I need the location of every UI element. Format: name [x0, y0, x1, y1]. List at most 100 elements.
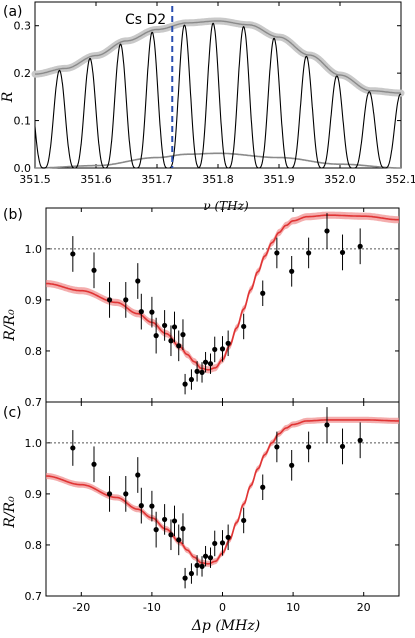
panel-a: (a) R ν (THz) Cs D2 351.5 351.6 351.7 351.8…	[0, 1, 415, 213]
data-point	[153, 333, 159, 339]
y-tick-label: 0.7	[25, 590, 43, 603]
data-point	[324, 228, 330, 234]
data-point	[260, 484, 266, 490]
data-point	[274, 444, 280, 450]
data-point	[106, 491, 113, 497]
y-tick-label: 0.2	[14, 67, 32, 80]
data-point	[219, 540, 226, 546]
x-tick-label: 20	[357, 601, 371, 614]
plot-frame	[45, 207, 400, 403]
data-point	[212, 540, 218, 547]
panel-b-ylabel: R/R₀	[2, 309, 18, 342]
data-point	[176, 343, 182, 349]
data-point	[188, 376, 195, 383]
data-point	[138, 309, 144, 315]
data-point	[91, 267, 97, 273]
y-tick-label: 0.7	[25, 396, 43, 409]
data-point	[202, 359, 209, 365]
data-point	[138, 503, 144, 509]
data-point	[289, 462, 295, 468]
data-point	[176, 537, 182, 543]
data-point	[199, 563, 205, 569]
data-point	[70, 251, 76, 257]
upper-envelope-line	[35, 20, 401, 94]
data-point	[207, 555, 214, 561]
data-point	[149, 309, 155, 315]
data-point	[180, 526, 186, 532]
data-point	[135, 278, 141, 284]
data-point	[199, 369, 205, 375]
x-tick-label: 351.6	[80, 173, 112, 186]
data-point	[212, 346, 218, 353]
data-point	[339, 249, 346, 256]
data-point	[153, 527, 159, 533]
data-point	[171, 518, 178, 524]
data-point	[339, 443, 346, 450]
data-point	[219, 346, 226, 352]
plot-frame	[45, 401, 400, 597]
data-point	[357, 243, 363, 249]
data-point	[194, 562, 200, 568]
data-point	[149, 503, 155, 509]
data-point	[162, 516, 168, 523]
data-point	[135, 472, 141, 478]
data-point	[289, 268, 295, 274]
data-point	[274, 250, 280, 256]
x-tick-label: -10	[143, 601, 161, 614]
data-point	[123, 491, 129, 497]
panel-c: (c) R/R₀ Δp (MHz) -20 -10 0 10 20 0.7 0.8 0.9 1.…	[2, 401, 400, 634]
x-tick-label: 352.1	[385, 173, 415, 186]
data-point	[123, 297, 129, 303]
data-point	[225, 534, 231, 540]
lower-envelope-line	[35, 152, 401, 169]
data-point	[324, 422, 330, 428]
data-point	[306, 444, 312, 450]
y-tick-label: 0.9	[25, 294, 43, 307]
x-tick-label: 352.0	[324, 173, 356, 186]
y-tick-label: 0.8	[25, 539, 43, 552]
data-point	[91, 461, 97, 467]
data-point	[180, 332, 186, 338]
panel-c-ylabel: R/R₀	[2, 496, 18, 529]
data-point	[168, 338, 174, 344]
y-tick-label: 0.9	[25, 488, 43, 501]
data-point	[162, 322, 168, 329]
data-point	[194, 368, 200, 374]
data-point	[188, 570, 195, 577]
x-tick-label: 10	[286, 601, 300, 614]
data-point	[357, 437, 363, 443]
data-point	[70, 445, 76, 451]
y-tick-label: 0.8	[25, 345, 43, 358]
data-point	[260, 290, 266, 296]
data-point	[207, 361, 214, 367]
y-tick-label: 1.0	[25, 243, 43, 256]
x-tick-label: 351.5	[19, 173, 51, 186]
panel-a-label: (a)	[3, 4, 23, 20]
panel-c-label: (c)	[3, 405, 22, 421]
x-tick-label: 351.8	[202, 173, 234, 186]
x-tick-label: 351.7	[141, 173, 173, 186]
fringe-line	[34, 22, 402, 169]
panel-a-ylabel: R	[0, 91, 16, 103]
data-point	[182, 381, 188, 387]
data-point	[182, 575, 188, 581]
x-tick-label: 0	[219, 601, 226, 614]
y-tick-label: 0.3	[14, 20, 32, 33]
data-point	[171, 324, 178, 330]
panel-c-xlabel: Δp (MHz)	[191, 618, 260, 634]
data-point	[106, 297, 113, 303]
plot-frame	[34, 1, 402, 169]
data-point	[202, 553, 209, 559]
cs-d2-annotation: Cs D2	[125, 12, 166, 28]
x-tick-label: 351.9	[263, 173, 295, 186]
y-tick-label: 0.1	[14, 115, 32, 128]
data-point	[241, 517, 247, 524]
y-tick-label: 1.0	[25, 437, 43, 450]
data-point	[225, 340, 231, 346]
y-tick-label: 0.0	[14, 162, 32, 175]
panel-b-label: (b)	[3, 207, 23, 223]
data-point	[168, 532, 174, 538]
x-tick-label: -20	[72, 601, 90, 614]
data-point	[306, 250, 312, 256]
